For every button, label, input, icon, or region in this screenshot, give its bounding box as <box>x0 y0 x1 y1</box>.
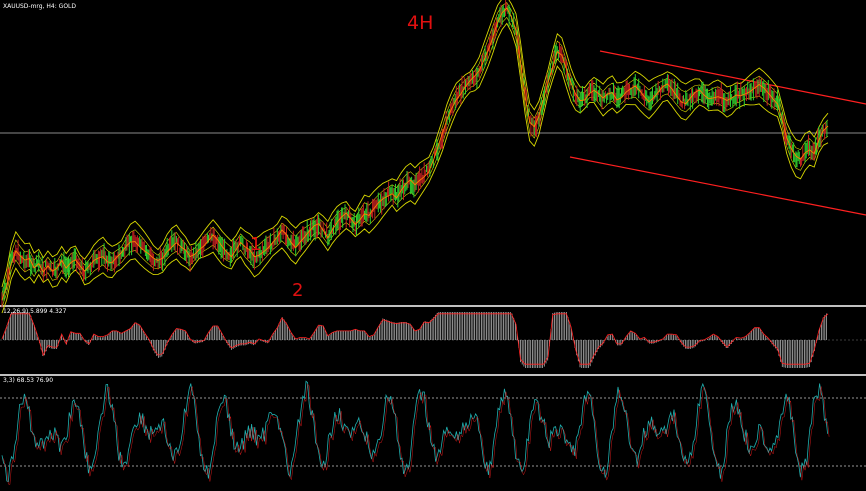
stoch-main-line <box>1 380 828 483</box>
annotation-2[interactable]: 2 <box>292 280 304 301</box>
symbol-label: XAUUSD-mrg, H4: GOLD <box>3 3 77 10</box>
stoch-signal-line <box>3 383 830 485</box>
annotation-1[interactable]: 1 <box>250 234 262 255</box>
stochastic-label: 3,3) 68.53 76.90 <box>3 377 54 384</box>
macd-signal-line <box>1 313 829 365</box>
timeframe-annotation[interactable]: 4H <box>407 12 434 34</box>
band-lower-line <box>1 22 829 314</box>
macd-label: 12,26,9) 5.899 4.327 <box>3 308 67 315</box>
channel-lower-line[interactable] <box>569 156 866 216</box>
moving-average-path <box>1 7 829 301</box>
channel-upper-line[interactable] <box>599 50 866 105</box>
moving-average-line <box>1 7 829 301</box>
band-upper-line <box>1 0 829 288</box>
macd-histogram <box>1 312 829 368</box>
price-candles <box>1 0 828 308</box>
stochastic-oscillator <box>1 380 830 485</box>
